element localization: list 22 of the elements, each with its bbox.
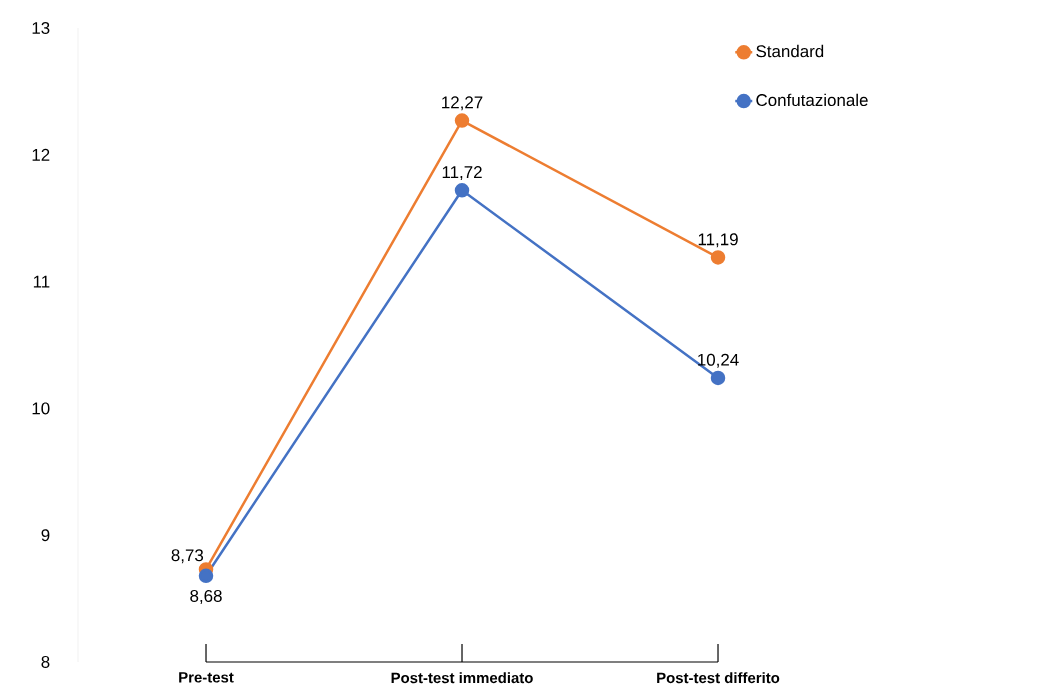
legend-label: Confutazionale	[756, 93, 868, 107]
point	[454, 113, 470, 128]
data-label: 11,19	[698, 233, 738, 248]
data-label: 8,73	[171, 549, 204, 564]
y-tick-label: 10	[32, 402, 50, 415]
x-tick-label: Pre-test	[179, 672, 234, 683]
y-tick-label: 9	[41, 529, 50, 542]
point	[454, 183, 470, 198]
y-tick-label: 12	[32, 148, 50, 161]
data-label: 12,27	[442, 96, 483, 111]
y-tick-label: 8	[41, 655, 50, 668]
data-label: 8,68	[190, 589, 222, 604]
data-label: 11,72	[442, 166, 482, 181]
data-label: 10,24	[698, 353, 739, 368]
x-tick-label: Post-test differito	[657, 672, 780, 684]
point	[710, 250, 726, 265]
point	[198, 568, 214, 584]
point	[710, 370, 726, 386]
y-tick-label: 11	[33, 275, 50, 288]
legend-label: Standard	[756, 44, 824, 58]
y-tick-label: 13	[32, 21, 50, 34]
x-tick-label: Post-test immediato	[391, 672, 533, 684]
